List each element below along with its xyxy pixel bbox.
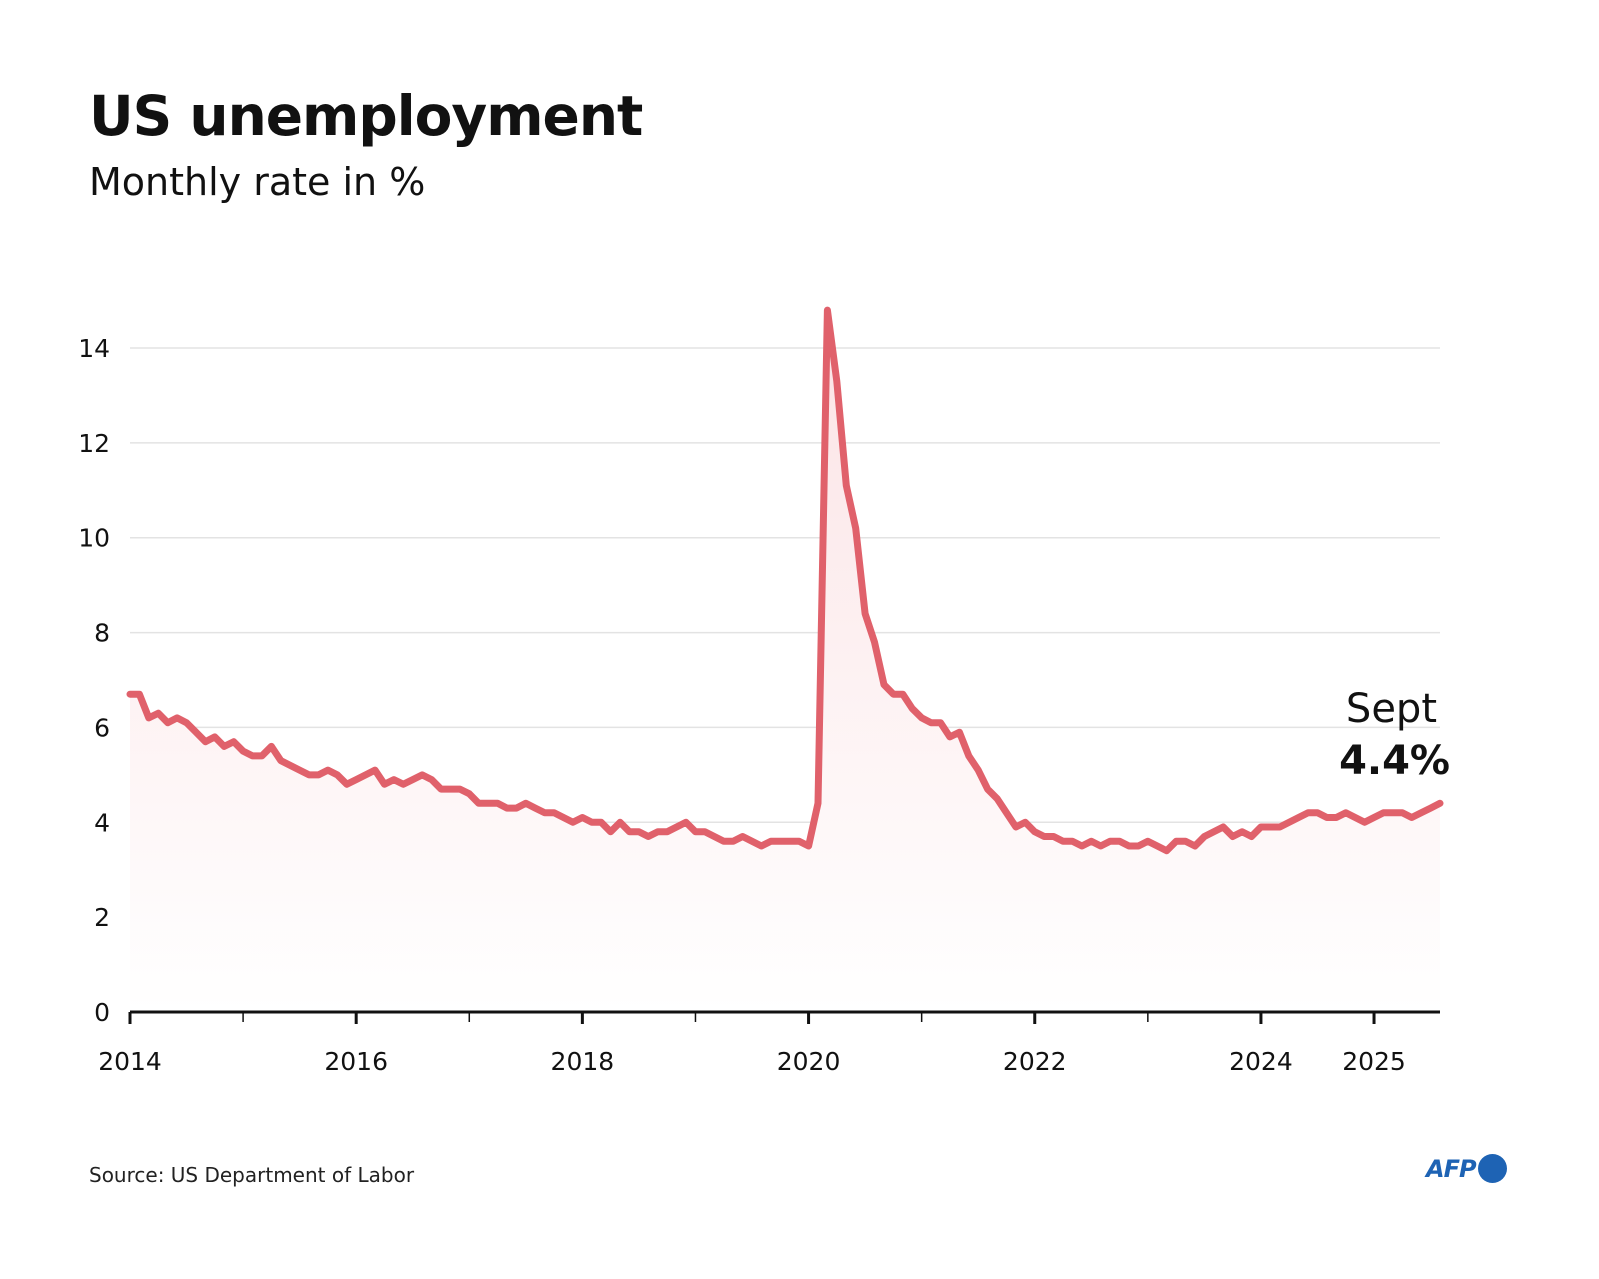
x-tick-label-2018: 2018 [551,1047,615,1076]
chart-title: US unemployment [89,84,643,148]
annotation-month-label: Sept [1346,686,1437,732]
series-line [126,306,1444,855]
x-tick-label-2020: 2020 [777,1047,841,1076]
afp-logo: AFP [1426,1154,1507,1183]
x-tick-label-2025: 2025 [1342,1047,1406,1076]
unemployment-line [126,306,1444,855]
y-tick-label-2: 2 [94,903,110,932]
x-axis [128,1010,1440,1024]
y-tick-label-10: 10 [78,524,110,553]
x-tick-label-2014: 2014 [98,1047,162,1076]
afp-logo-text: AFP [1426,1154,1477,1183]
y-tick-label-14: 14 [78,334,110,363]
area-fill [130,310,1440,1013]
y-axis-labels: 0 2 4 6 8 10 12 14 [78,334,110,1027]
annotation-value-label: 4.4% [1339,738,1450,784]
y-tick-label-8: 8 [94,619,110,648]
x-tick-label-2022: 2022 [1003,1047,1067,1076]
afp-logo-dot-icon [1477,1154,1507,1183]
area-shape [130,310,1440,1013]
y-tick-label-6: 6 [94,713,110,742]
y-tick-label-0: 0 [94,998,110,1027]
chart-subtitle: Monthly rate in % [89,160,426,204]
x-tick-label-2016: 2016 [324,1047,388,1076]
x-axis-labels: 2014 2016 2018 2020 2022 2024 2025 [98,1047,1406,1076]
latest-annotation: Sept 4.4% [1339,686,1450,784]
source-note: Source: US Department of Labor [89,1163,415,1187]
y-tick-label-12: 12 [78,429,110,458]
y-tick-label-4: 4 [94,808,110,837]
x-tick-label-2024: 2024 [1229,1047,1293,1076]
